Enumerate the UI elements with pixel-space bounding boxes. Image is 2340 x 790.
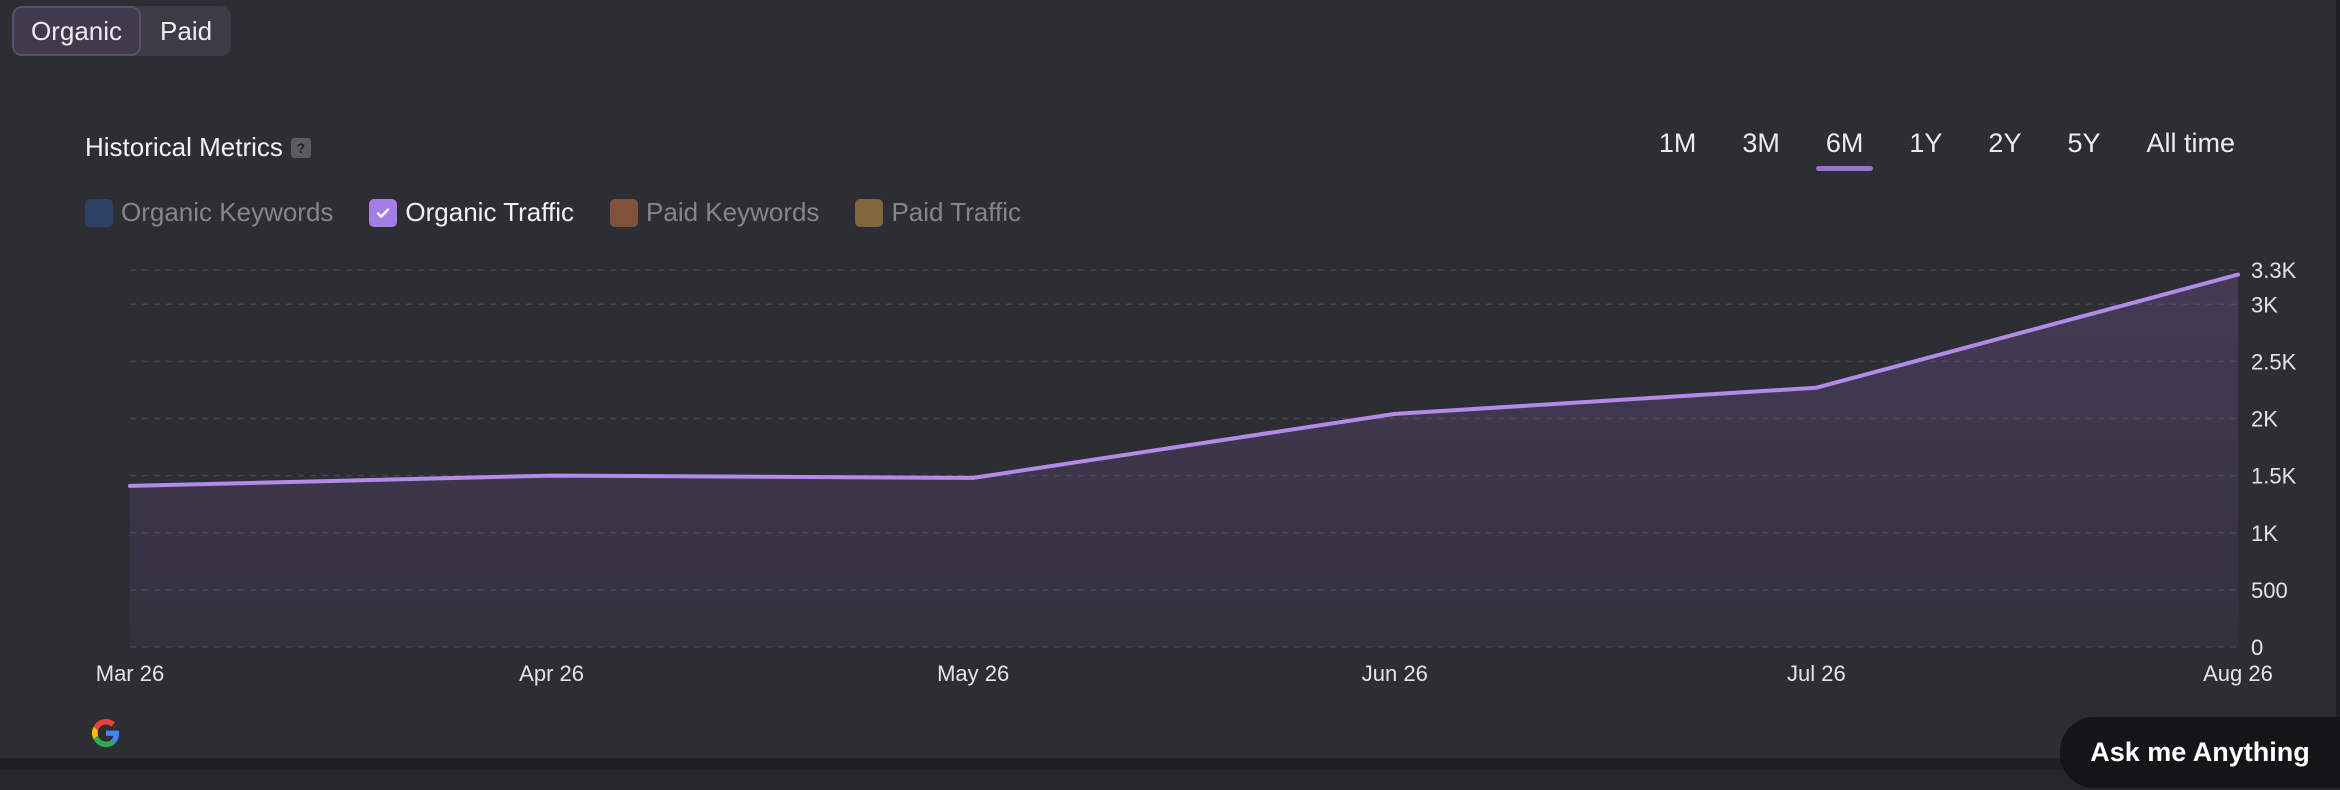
x-tick-label: Jun 26 [1362, 661, 1428, 686]
tab-paid[interactable]: Paid [160, 16, 213, 46]
organic-paid-toggle: Organic Paid [12, 6, 232, 56]
time-range-selector: 1M 3M 6M 1Y 2Y 5Y All time [1613, 128, 2235, 171]
legend-label: Paid Traffic [891, 197, 1022, 227]
y-tick-label: 3K [2251, 292, 2278, 317]
checkbox-icon[interactable] [610, 198, 639, 227]
legend-label: Paid Keywords [646, 197, 820, 227]
series-area [130, 274, 2238, 647]
y-tick-label: 2K [2251, 407, 2278, 432]
checkbox-checked-icon[interactable] [369, 198, 398, 227]
chart-legend: Organic Keywords Organic Traffic Paid Ke… [85, 197, 1057, 228]
checkbox-icon[interactable] [85, 198, 113, 227]
x-tick-label: Mar 26 [96, 661, 164, 686]
y-tick-label: 3.3K [2251, 258, 2297, 283]
x-tick-label: Jul 26 [1787, 661, 1846, 686]
x-tick-label: Apr 26 [519, 661, 584, 686]
bottom-strip [0, 770, 2340, 790]
legend-organic-keywords[interactable]: Organic Keywords [85, 197, 333, 228]
range-2y[interactable]: 2Y [1988, 128, 2022, 158]
help-icon[interactable]: ? [290, 137, 311, 158]
x-tick-label: May 26 [937, 661, 1009, 686]
range-3m[interactable]: 3M [1742, 128, 1780, 158]
y-tick-label: 1K [2251, 521, 2278, 546]
y-tick-label: 2.5K [2251, 349, 2297, 374]
ask-me-anything-button[interactable]: Ask me Anything [2060, 717, 2340, 788]
legend-organic-traffic[interactable]: Organic Traffic [369, 197, 574, 228]
range-all-time[interactable]: All time [2146, 128, 2235, 158]
x-tick-label: Aug 26 [2203, 661, 2273, 686]
range-5y[interactable]: 5Y [2067, 128, 2101, 158]
legend-label: Organic Keywords [121, 197, 334, 227]
traffic-chart: 0 500 1K 1.5K 2K 2.5K 3K 3.3K Mar 26 Apr 26 May 2… [96, 258, 2297, 686]
tab-organic[interactable]: Organic [12, 6, 142, 56]
checkbox-icon[interactable] [855, 198, 884, 227]
range-6m[interactable]: 6M [1816, 128, 1873, 171]
y-tick-label: 0 [2251, 635, 2263, 660]
chart-title: Historical Metrics [85, 132, 283, 162]
chart-header: Historical Metrics ? [85, 132, 311, 163]
legend-label: Organic Traffic [405, 197, 575, 227]
range-1y[interactable]: 1Y [1909, 128, 1943, 158]
y-tick-label: 500 [2251, 578, 2288, 603]
legend-paid-traffic[interactable]: Paid Traffic [855, 197, 1021, 228]
series-line[interactable] [128, 272, 2240, 488]
legend-paid-keywords[interactable]: Paid Keywords [610, 197, 819, 228]
google-icon [92, 719, 120, 747]
y-tick-label: 1.5K [2251, 464, 2297, 489]
range-1m[interactable]: 1M [1658, 128, 1697, 158]
